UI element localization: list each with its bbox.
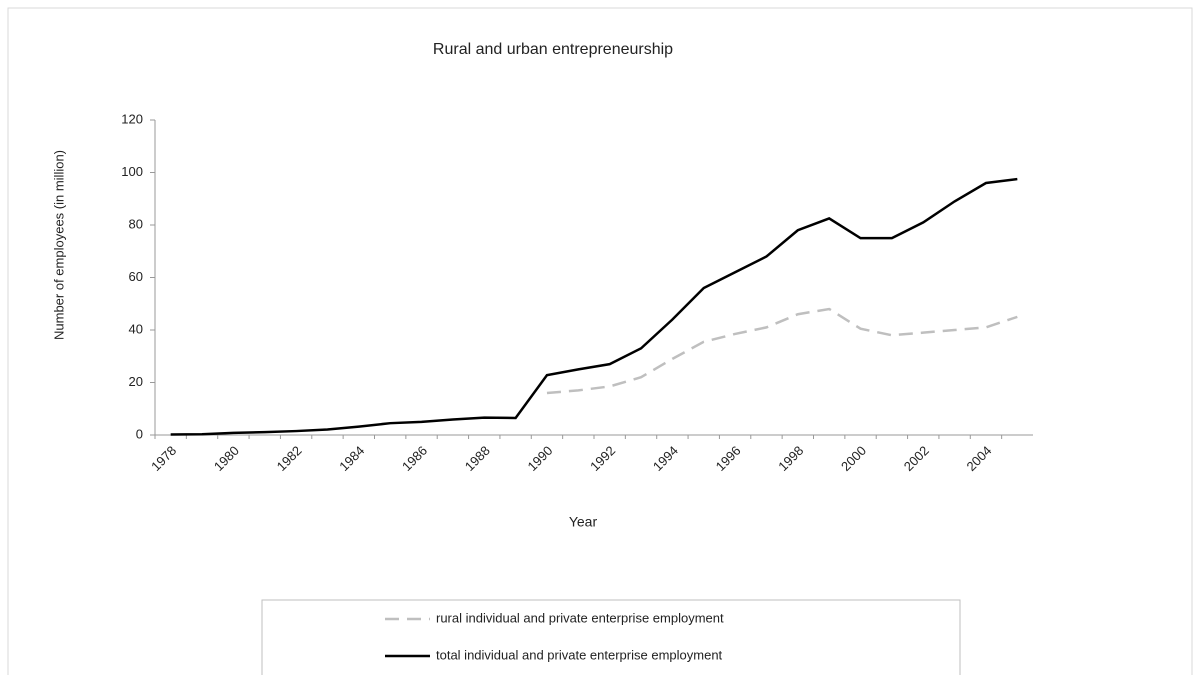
y-tick-label: 80 <box>129 216 143 231</box>
y-tick-label: 40 <box>129 321 143 336</box>
x-tick-label: 1996 <box>713 443 744 474</box>
y-tick-label: 120 <box>121 111 143 126</box>
chart-title: Rural and urban entrepreneurship <box>433 41 673 58</box>
x-tick-label: 2000 <box>838 443 869 474</box>
x-tick-label: 1994 <box>650 443 681 474</box>
chart-border <box>7 7 1193 680</box>
x-axis-label: Year <box>569 514 598 530</box>
x-tick-label: 1978 <box>148 443 179 474</box>
x-tick-label: 2002 <box>901 443 932 474</box>
x-tick-label: 2004 <box>963 443 994 474</box>
legend-box <box>261 599 961 680</box>
x-tick-label: 1990 <box>524 443 555 474</box>
y-tick-label: 20 <box>129 374 143 389</box>
series-line <box>546 307 1018 395</box>
x-tick-label: 1992 <box>587 443 618 474</box>
y-tick-label: 60 <box>129 269 143 284</box>
series-line <box>170 177 1018 436</box>
y-axis-label: Number of employees (in million) <box>51 150 66 340</box>
legend-label: rural individual and private enterprise … <box>436 610 724 625</box>
x-tick-label: 1988 <box>462 443 493 474</box>
x-tick-label: 1984 <box>336 443 367 474</box>
x-tick-label: 1998 <box>775 443 806 474</box>
y-tick-label: 0 <box>136 426 143 441</box>
x-tick-label: 1986 <box>399 443 430 474</box>
y-tick-label: 100 <box>121 164 143 179</box>
x-tick-label: 1980 <box>211 443 242 474</box>
x-tick-label: 1982 <box>274 443 305 474</box>
legend-label: total individual and private enterprise … <box>436 647 723 662</box>
